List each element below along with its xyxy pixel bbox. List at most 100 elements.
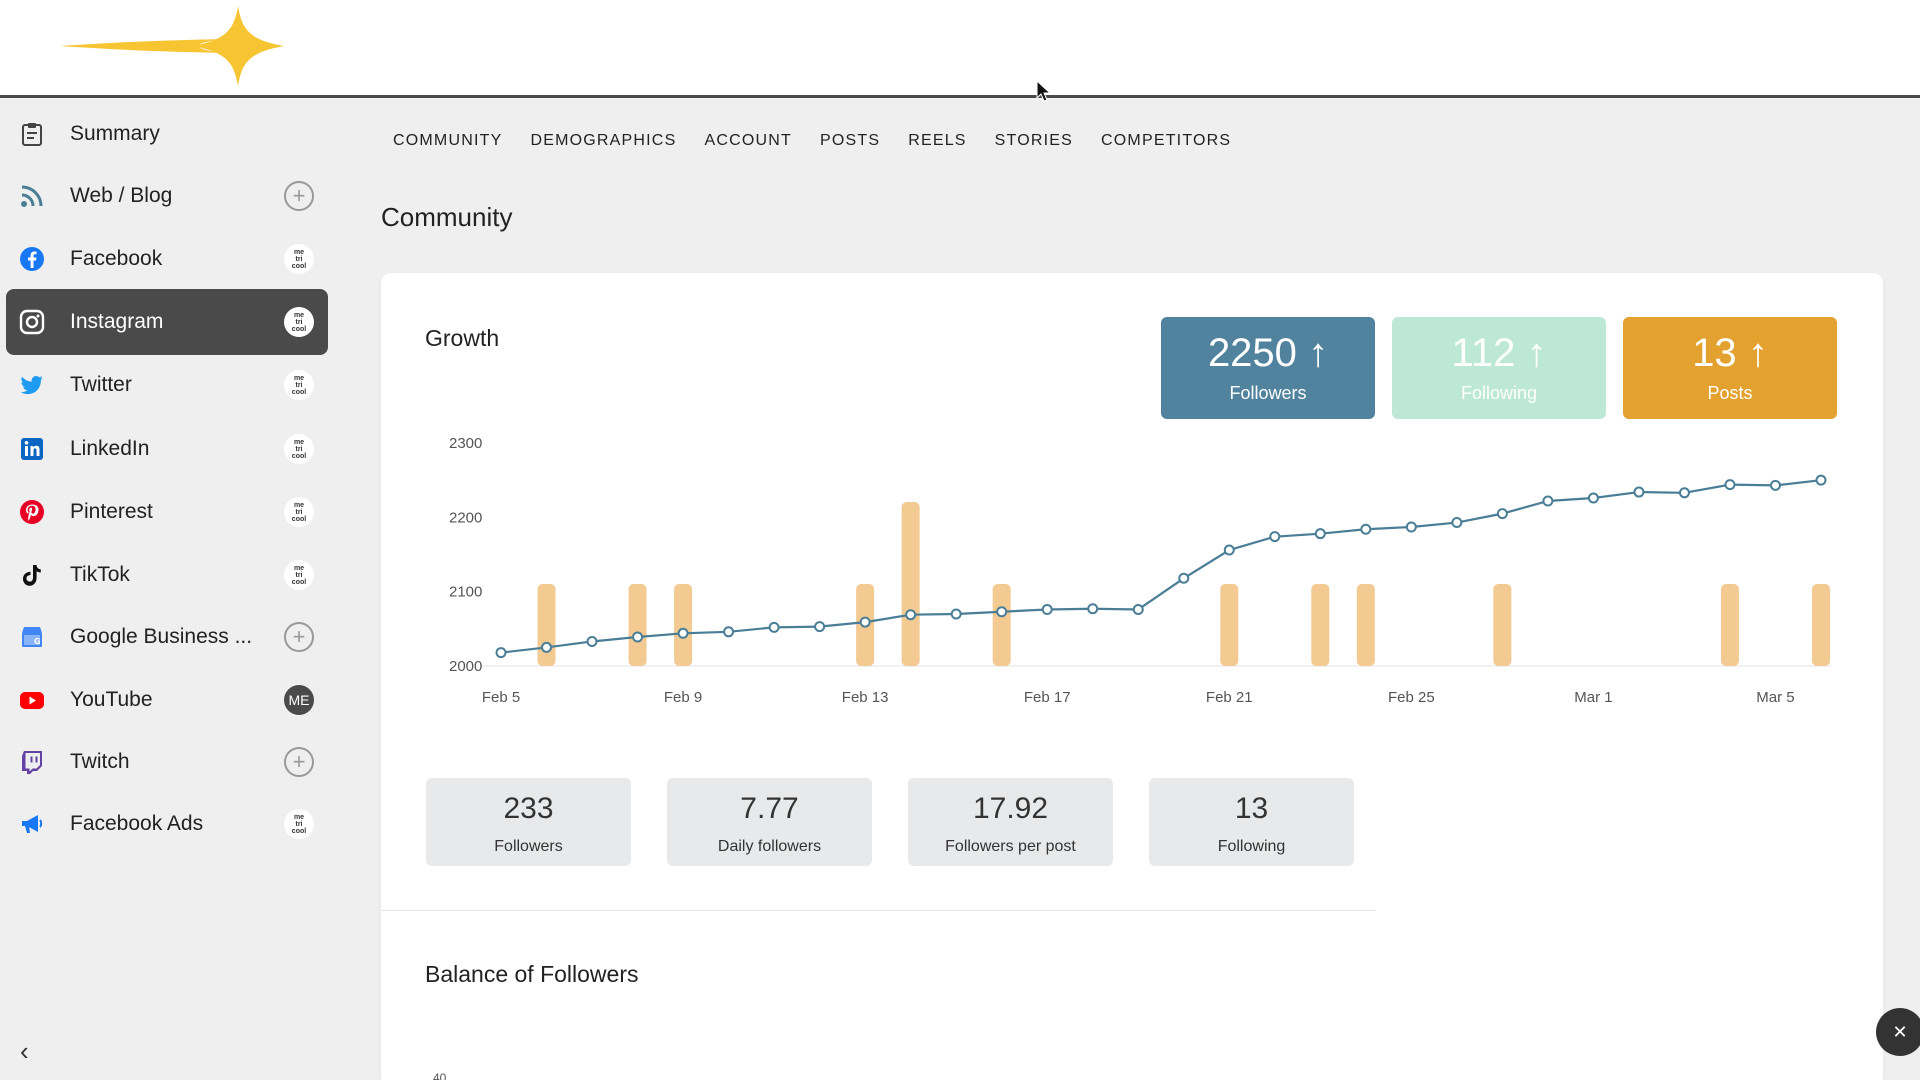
sidebar-item-web-blog[interactable]: Web / Blog + [6, 163, 328, 229]
top-bar [0, 0, 1920, 102]
tab-posts[interactable]: POSTS [819, 132, 881, 149]
followers-point [996, 606, 1008, 618]
followers-point [677, 627, 689, 639]
x-tick-label: Feb 17 [1024, 689, 1071, 706]
page-title: Community [381, 202, 513, 232]
followers-point [814, 621, 826, 633]
post-bar [628, 584, 647, 666]
followers-point [1041, 604, 1053, 616]
stat-daily-followers: 7.77 Daily followers [667, 778, 872, 866]
section-divider [381, 910, 1376, 911]
x-tick-label: Mar 5 [1756, 689, 1794, 706]
kpi-following[interactable]: 112 ↑ Following [1392, 317, 1606, 419]
y-tick-label: 2100 [449, 584, 482, 601]
sidebar-item-google-business[interactable]: G Google Business ... + [6, 604, 328, 670]
tab-demographics[interactable]: DEMOGRAPHICS [530, 132, 677, 149]
tab-stories[interactable]: STORIES [994, 132, 1074, 149]
kpi-followers[interactable]: 2250 ↑ Followers [1161, 317, 1375, 419]
stat-value: 13 [1234, 792, 1269, 825]
close-icon: ✕ [1892, 1021, 1908, 1042]
stat-label: Daily followers [717, 838, 822, 855]
stat-label: Followers [494, 838, 563, 855]
sidebar-item-label: TikTok [70, 563, 130, 586]
sidebar-item-label: Pinterest [70, 500, 153, 523]
sidebar-item-summary[interactable]: Summary [6, 101, 328, 167]
tab-reels[interactable]: REELS [908, 132, 967, 149]
collapse-sidebar-icon[interactable]: ‹ [20, 1036, 29, 1066]
sidebar-item-instagram[interactable]: Instagram me tri cool [6, 289, 328, 355]
add-account-icon[interactable]: + [284, 181, 314, 211]
kpi-posts-label: Posts [1707, 383, 1753, 403]
followers-point [541, 641, 553, 653]
mouse-cursor-icon [1036, 80, 1052, 102]
facebook-icon [18, 245, 46, 273]
sidebar-item-label: Facebook [70, 247, 163, 270]
sidebar-item-tiktok[interactable]: TikTok me tri cool [6, 542, 328, 608]
growth-title: Growth [425, 325, 500, 351]
metricool-brand-icon[interactable]: me tri cool [284, 370, 314, 400]
brand-mark-text: me tri cool [291, 374, 307, 396]
stat-following: 13 Following [1149, 778, 1354, 866]
stat-value: 17.92 [972, 792, 1049, 825]
followers-point [1451, 517, 1463, 529]
google-business-icon: G [18, 623, 46, 651]
metricool-brand-icon[interactable]: me tri cool [284, 307, 314, 337]
post-bar [1720, 584, 1739, 666]
tab-competitors[interactable]: COMPETITORS [1101, 132, 1232, 149]
metricool-brand-icon[interactable]: me tri cool [284, 809, 314, 839]
followers-line [500, 479, 1822, 654]
sidebar-item-label: LinkedIn [70, 437, 150, 460]
sidebar-item-twitter[interactable]: Twitter me tri cool [6, 352, 328, 418]
growth-chart: 2000 2100 2200 2300 Feb 5 Feb 9 Feb 13 Feb 17 Fe… [449, 435, 1831, 706]
post-bar [1493, 584, 1512, 666]
post-bar [1311, 584, 1330, 666]
add-account-icon[interactable]: + [284, 622, 314, 652]
metricool-brand-icon[interactable]: me tri cool [284, 434, 314, 464]
tiktok-icon [18, 561, 46, 589]
youtube-icon [18, 686, 46, 714]
followers-point [723, 626, 735, 638]
sidebar-item-youtube[interactable]: YouTube ME [6, 667, 328, 733]
y-tick-label: 2300 [449, 435, 482, 452]
metricool-brand-icon[interactable]: me tri cool [284, 244, 314, 274]
post-bar [992, 584, 1011, 666]
balance-y-tick: 40 [433, 1071, 447, 1080]
metricool-brand-icon[interactable]: me tri cool [284, 497, 314, 527]
sidebar-item-pinterest[interactable]: Pinterest me tri cool [6, 479, 328, 545]
kpi-followers-value: 2250 ↑ [1207, 331, 1329, 375]
x-tick-label: Feb 25 [1388, 689, 1435, 706]
stat-value: 7.77 [740, 792, 799, 825]
x-tick-label: Feb 13 [842, 689, 889, 706]
brand-mark-text: me tri cool [291, 438, 307, 460]
kpi-followers-label: Followers [1229, 383, 1307, 403]
stat-followers: 233 Followers [426, 778, 631, 866]
followers-point [1542, 495, 1554, 507]
sidebar-item-linkedin[interactable]: LinkedIn me tri cool [6, 416, 328, 482]
metricool-brand-icon[interactable]: me tri cool [284, 560, 314, 590]
sidebar-item-facebook[interactable]: Facebook me tri cool [6, 226, 328, 292]
add-account-icon[interactable]: + [284, 747, 314, 777]
tab-community[interactable]: COMMUNITY [393, 132, 503, 149]
metricool-logo[interactable] [60, 6, 290, 86]
followers-point [1360, 523, 1372, 535]
tab-account[interactable]: ACCOUNT [704, 132, 792, 149]
followers-point [1724, 479, 1736, 491]
help-button[interactable]: ✕ [1876, 1008, 1920, 1056]
sidebar-item-facebook-ads[interactable]: Facebook Ads me tri cool [6, 791, 328, 857]
followers-point [768, 621, 780, 633]
followers-point [950, 608, 962, 620]
followers-point [1178, 572, 1190, 584]
followers-point [905, 609, 917, 621]
arrow-up-icon: ↑ [1308, 331, 1329, 375]
kpi-following-value: 112 ↑ [1451, 331, 1547, 375]
twitch-icon [18, 748, 46, 776]
post-bar [674, 584, 693, 666]
kpi-posts[interactable]: 13 ↑ Posts [1623, 317, 1837, 419]
arrow-up-icon: ↑ [1526, 331, 1547, 375]
arrow-up-icon: ↑ [1747, 331, 1768, 375]
y-tick-label: 2200 [449, 509, 482, 526]
sidebar-item-twitch[interactable]: Twitch + [6, 729, 328, 795]
followers-point [1314, 528, 1326, 540]
brand-mark-text: me tri cool [291, 248, 307, 270]
account-avatar[interactable]: ME [284, 685, 314, 715]
